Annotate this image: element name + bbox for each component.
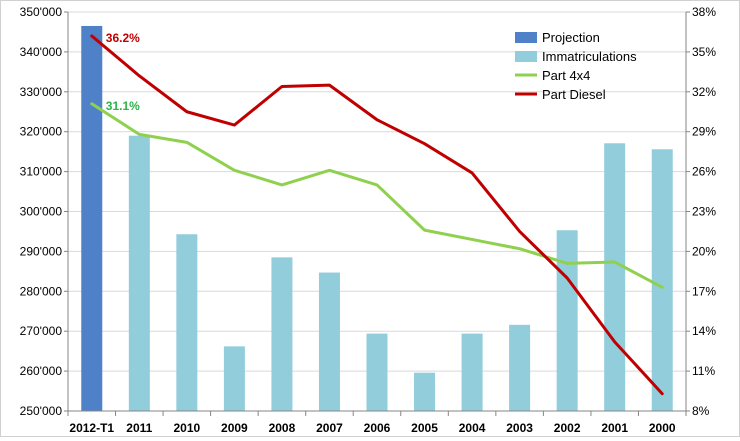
legend-label: Part Diesel: [542, 87, 606, 102]
bar-immatriculations: [509, 325, 530, 411]
right-axis-tick-label: 8%: [692, 404, 710, 418]
left-axis-tick-label: 250'000: [20, 404, 63, 418]
x-axis-category-label: 2003: [506, 421, 533, 435]
legend-swatch: [515, 51, 537, 62]
left-axis-tick-label: 330'000: [20, 85, 63, 99]
left-axis-tick-label: 300'000: [20, 205, 63, 219]
bar-immatriculations: [652, 149, 673, 411]
left-axis-tick-label: 260'000: [20, 364, 63, 378]
right-axis-tick-label: 38%: [692, 5, 716, 19]
legend: Projection Immatriculations Part 4x4 Part D…: [515, 30, 637, 102]
bar-immatriculations: [557, 230, 578, 411]
x-axis-category-label: 2005: [411, 421, 438, 435]
x-axis-category-label: 2002: [554, 421, 581, 435]
right-axis-tick-label: 11%: [692, 364, 715, 378]
bar-immatriculations: [604, 143, 625, 411]
right-axis-tick-label: 20%: [692, 244, 716, 258]
x-axis-category-label: 2001: [601, 421, 628, 435]
right-axis-tick-label: 23%: [692, 205, 716, 219]
x-axis-category-label: 2004: [459, 421, 486, 435]
right-axis-tick-label: 14%: [692, 324, 716, 338]
x-axis-category-label: 2010: [173, 421, 200, 435]
bar-immatriculations: [129, 136, 150, 411]
bar-immatriculations: [367, 334, 388, 411]
left-axis-tick-label: 320'000: [20, 125, 63, 139]
legend-swatch: [515, 32, 537, 43]
x-axis-category-label: 2011: [126, 421, 152, 435]
x-axis-category-label: 2008: [269, 421, 296, 435]
data-label: 31.1%: [106, 99, 140, 113]
right-axis-tick-label: 17%: [692, 284, 716, 298]
left-axis-tick-label: 280'000: [20, 284, 63, 298]
x-axis-category-label: 2000: [649, 421, 676, 435]
x-axis-category-label: 2007: [316, 421, 343, 435]
x-axis-category-label: 2006: [364, 421, 391, 435]
right-axis-tick-label: 26%: [692, 165, 716, 179]
bars: [81, 26, 672, 411]
left-axis-tick-label: 340'000: [20, 45, 63, 59]
left-axis-tick-label: 350'000: [20, 5, 63, 19]
bar-projection: [81, 26, 102, 411]
x-axis-category-label: 2009: [221, 421, 248, 435]
right-axis-tick-label: 29%: [692, 125, 716, 139]
legend-label: Immatriculations: [542, 49, 637, 64]
data-label: 36.2%: [106, 31, 140, 45]
bar-immatriculations: [176, 234, 197, 411]
legend-label: Projection: [542, 30, 600, 45]
bar-immatriculations: [462, 334, 483, 411]
left-axis-tick-label: 310'000: [20, 165, 63, 179]
bar-immatriculations: [224, 346, 245, 411]
legend-label: Part 4x4: [542, 68, 590, 83]
left-axis-tick-label: 290'000: [20, 244, 63, 258]
right-axis-tick-label: 35%: [692, 45, 716, 59]
x-axis-category-label: 2012-T1: [69, 421, 114, 435]
bar-immatriculations: [414, 373, 435, 411]
left-axis-tick-label: 270'000: [20, 324, 63, 338]
bar-immatriculations: [319, 273, 340, 411]
bar-immatriculations: [271, 257, 292, 411]
right-axis-tick-label: 32%: [692, 85, 716, 99]
